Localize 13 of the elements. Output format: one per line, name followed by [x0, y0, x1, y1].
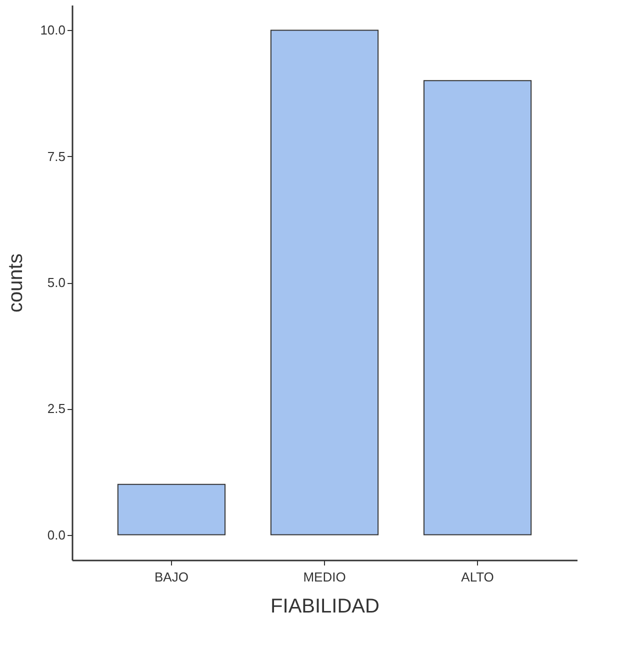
y-axis-title: counts: [5, 254, 28, 312]
y-tick-label: 2.5: [47, 401, 66, 416]
y-tick-label: 0.0: [47, 527, 66, 542]
y-tick-label: 7.5: [47, 148, 66, 164]
bar: [117, 484, 226, 536]
bar: [270, 30, 379, 536]
y-tick-label: 10.0: [40, 22, 66, 38]
x-axis-title: FIABILIDAD: [270, 596, 380, 618]
x-tick-label: BAJO: [154, 570, 188, 584]
bar: [423, 80, 532, 536]
x-tick-label: MEDIO: [303, 570, 346, 584]
x-tick-label: ALTO: [461, 570, 494, 584]
y-tick-label: 5.0: [47, 275, 66, 290]
